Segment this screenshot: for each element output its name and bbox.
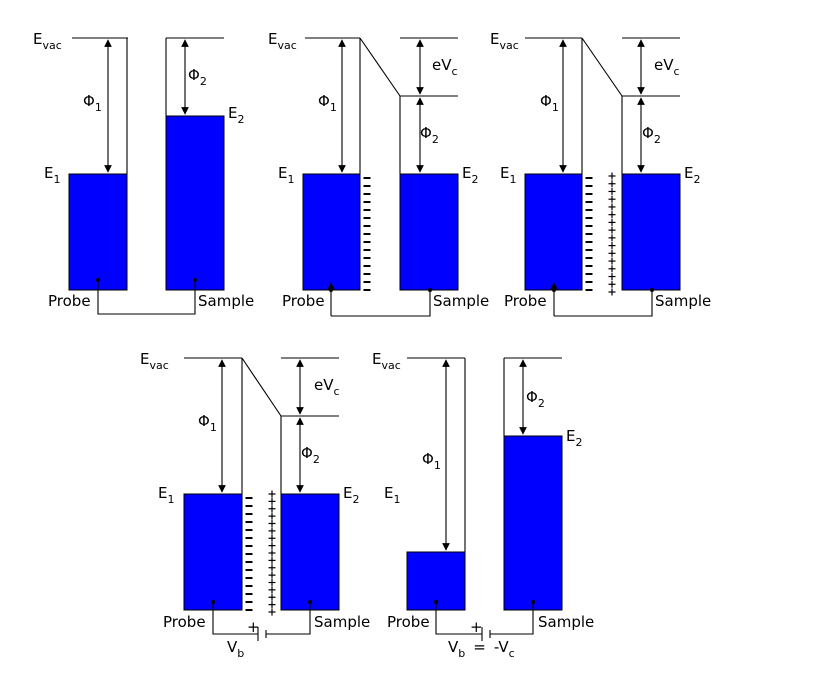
battery-plus-sign: +: [470, 618, 483, 636]
evac-label: Evac: [140, 350, 169, 372]
evc-label: eVc: [432, 56, 458, 78]
positive-charge-column: [608, 172, 616, 296]
panel-5-bias-compensated: Evac Φ1 Φ2 E1 E2 + Vb = -Vc Probe Sample: [372, 350, 594, 660]
evac-label: Evac: [372, 350, 401, 372]
sample-wire: [490, 602, 534, 635]
panel-1-separated: Evac Φ1 Φ2 E1 E2 Probe Sample: [33, 30, 254, 315]
panel-2-contact: Evac Φ1 eVc Φ2 E1 E2 Probe Sample: [268, 30, 489, 317]
probe-block: [183, 493, 243, 611]
e2-label: E2: [462, 164, 478, 186]
sample-label: Sample: [198, 292, 254, 310]
probe-block: [302, 173, 361, 291]
sample-label: Sample: [314, 613, 370, 631]
evc-label: eVc: [314, 376, 340, 398]
probe-block: [524, 173, 583, 291]
sample-block: [280, 493, 340, 611]
e2-label: E2: [228, 104, 244, 126]
positive-charge-column: [268, 490, 276, 616]
phi1-label: Φ1: [422, 450, 441, 472]
sample-block: [621, 173, 681, 291]
probe-label: Probe: [387, 613, 430, 631]
probe-label: Probe: [48, 292, 91, 310]
probe-block: [68, 173, 128, 291]
negative-charge-column: [363, 177, 371, 291]
vacuum-level-slope: [581, 37, 623, 97]
phi1-label: Φ1: [318, 92, 337, 114]
negative-charge-column: [585, 177, 593, 291]
probe-label: Probe: [282, 292, 325, 310]
e1-label: E1: [44, 164, 60, 186]
probe-wire: [435, 602, 482, 635]
phi1-label: Φ1: [198, 412, 217, 434]
negative-charge-column: [245, 497, 253, 611]
probe-wire: [212, 602, 258, 635]
sample-label: Sample: [433, 292, 489, 310]
sample-block: [165, 115, 225, 291]
sample-label: Sample: [655, 292, 711, 310]
connecting-wire: [331, 290, 431, 317]
vacuum-level-slope: [241, 357, 282, 417]
sample-label: Sample: [538, 613, 594, 631]
e2-label: E2: [566, 427, 582, 449]
e2-label: E2: [343, 484, 359, 506]
phi2-label: Φ2: [420, 124, 439, 146]
battery-plus-sign: +: [247, 618, 260, 636]
panel-3-contact-charged: Evac Φ1 eVc Φ2 E1 E2 Probe Sample: [490, 30, 711, 317]
probe-label: Probe: [504, 292, 547, 310]
phi2-label: Φ2: [526, 388, 545, 410]
sample-wire: [266, 602, 311, 635]
phi2-label: Φ2: [188, 66, 207, 88]
evac-label: Evac: [268, 30, 297, 52]
e1-label: E1: [384, 484, 400, 506]
evac-label: Evac: [490, 30, 519, 52]
e1-label: E1: [500, 164, 516, 186]
probe-label: Probe: [163, 613, 206, 631]
vb-label: Vb: [227, 638, 244, 660]
sample-block: [399, 173, 459, 291]
vacuum-level-slope: [359, 37, 401, 97]
e1-label: E1: [158, 484, 174, 506]
e2-label: E2: [684, 164, 700, 186]
phi1-label: Φ1: [83, 92, 102, 114]
connecting-wire: [97, 280, 196, 315]
evc-label: eVc: [654, 56, 680, 78]
sample-block: [503, 435, 563, 611]
e1-label: E1: [278, 164, 294, 186]
phi2-label: Φ2: [642, 124, 661, 146]
vb-equals-neg-vc-label: Vb = -Vc: [448, 638, 515, 660]
evac-label: Evac: [33, 30, 62, 52]
phi2-label: Φ2: [301, 444, 320, 466]
panel-4-bias: Evac Φ1 eVc Φ2 E1 E2 + Vb Probe Sample: [140, 350, 370, 660]
connecting-wire: [554, 290, 653, 317]
phi1-label: Φ1: [540, 92, 559, 114]
